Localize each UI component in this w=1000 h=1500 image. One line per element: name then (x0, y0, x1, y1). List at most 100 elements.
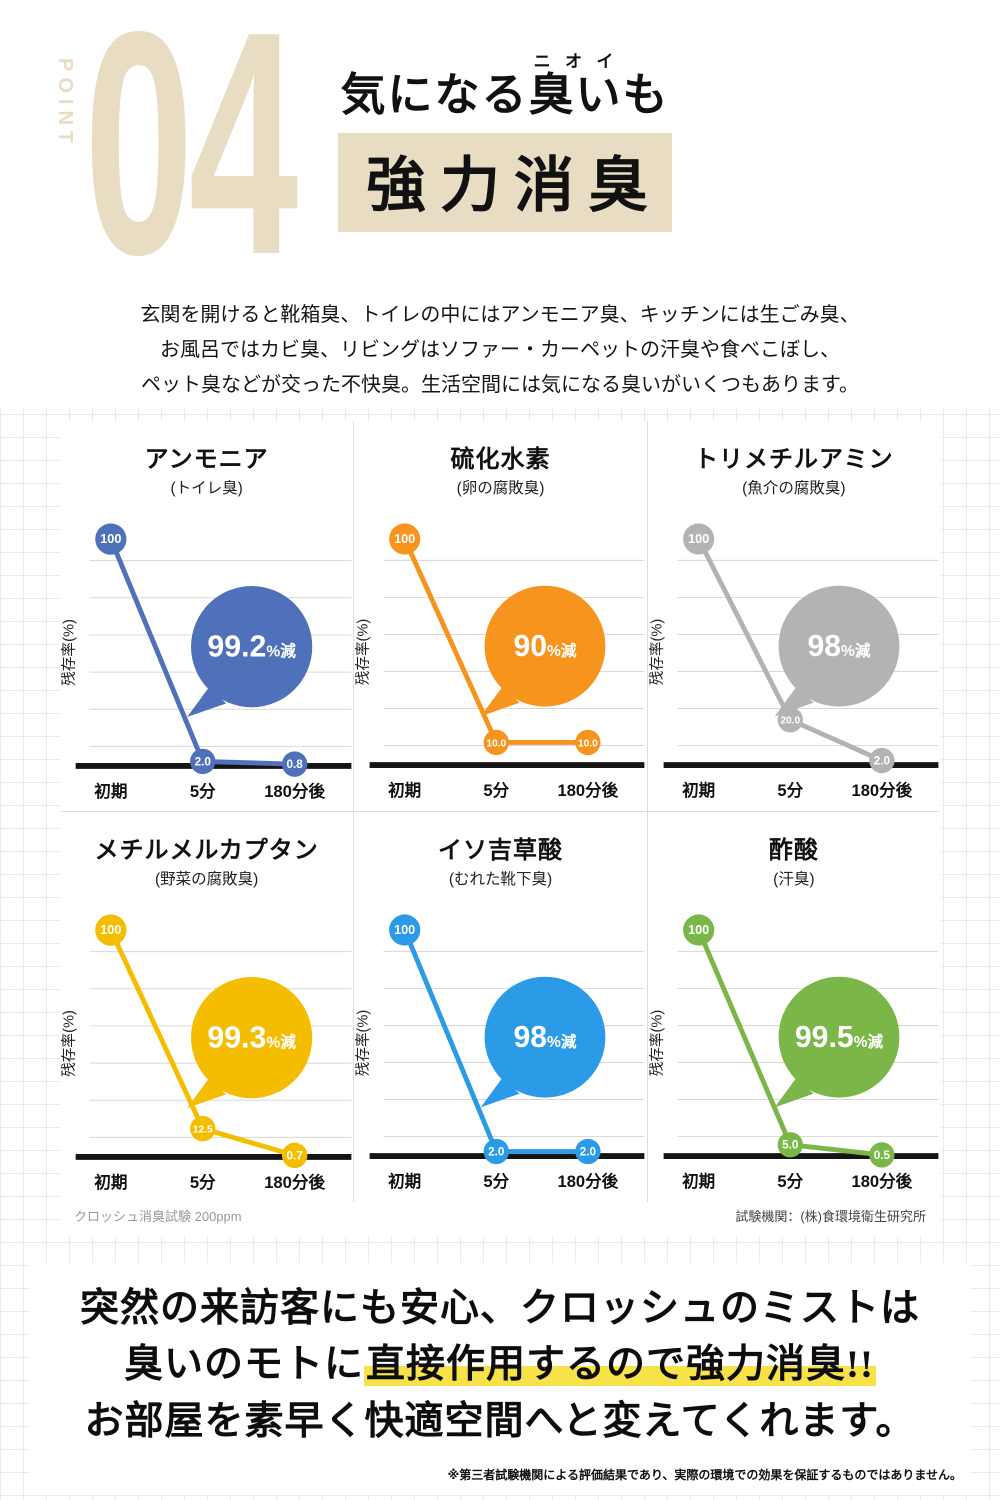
chart-plot-isovaleric-acid: 残存率(%) 98%減 100 2.0 2.0 初期 5分 180分後 (355, 914, 645, 1191)
headline-line2: 強力消臭 (338, 133, 672, 232)
svg-text:90%減: 90%減 (514, 630, 577, 663)
svg-text:0.7: 0.7 (287, 1149, 303, 1162)
svg-text:5分: 5分 (777, 1172, 803, 1191)
charts-grid: アンモニア (トイレ臭) 残存率(%) 99.2%減 100 2.0 0.8 初期 5分 18… (60, 421, 940, 1202)
intro-line-2: お風呂ではカビ臭、リビングはソファー・カーペットの汗臭や食べこぼし、 (160, 339, 840, 361)
chart-title-isovaleric-acid: イソ吉草酸 (437, 836, 563, 864)
chart-card-hydrogen-sulfide: 硫化水素 (卵の腐敗臭) 残存率(%) 90%減 100 10.0 10.0 初期 5分 18… (353, 421, 647, 811)
intro-line-1: 玄関を開けると靴箱臭、トイレの中にはアンモニア臭、キッチンには生ごみ臭、 (140, 304, 860, 326)
chart-subtitle-hydrogen-sulfide: (卵の腐敗臭) (456, 480, 545, 497)
svg-text:残存率(%): 残存率(%) (648, 1010, 665, 1077)
intro-line-3: ペット臭などが交った不快臭。生活空間には気になる臭いがいくつもあります。 (141, 374, 859, 396)
svg-text:0.8: 0.8 (287, 758, 304, 771)
chart-title-trimethylamine: トリメチルアミン (694, 446, 894, 473)
headline-ruby: 臭いニオイ (528, 52, 623, 120)
outro-line-3: お部屋を素早く快適空間へと変えてくれます。 (84, 1399, 916, 1443)
svg-text:残存率(%): 残存率(%) (61, 619, 78, 686)
point-label: POINT (54, 58, 76, 150)
svg-text:2.0: 2.0 (195, 755, 212, 768)
svg-text:180分後: 180分後 (851, 1171, 912, 1191)
svg-text:初期: 初期 (94, 1172, 127, 1192)
svg-text:5分: 5分 (484, 1172, 510, 1191)
svg-text:2.0: 2.0 (873, 754, 890, 767)
svg-text:100: 100 (100, 922, 121, 937)
svg-text:2.0: 2.0 (488, 1145, 505, 1158)
headline-furigana: ニオイ (528, 52, 623, 71)
test-condition-caption: クロッシュ消臭試験 200ppm (74, 1208, 242, 1224)
svg-text:5分: 5分 (190, 1173, 216, 1192)
chart-card-ammonia: アンモニア (トイレ臭) 残存率(%) 99.2%減 100 2.0 0.8 初期 5分 18… (60, 421, 354, 811)
svg-text:180分後: 180分後 (558, 1171, 619, 1191)
svg-text:100: 100 (688, 532, 709, 546)
svg-text:100: 100 (394, 923, 415, 937)
headline-line1-post: も (622, 69, 670, 120)
headline-ruby-base: 臭い (528, 69, 623, 120)
svg-text:5.0: 5.0 (782, 1139, 799, 1152)
chart-card-isovaleric-acid: イソ吉草酸 (むれた靴下臭) 残存率(%) 98%減 100 2.0 2.0 初期 5分 18… (353, 810, 647, 1202)
svg-text:2.0: 2.0 (580, 1145, 597, 1158)
svg-text:100: 100 (100, 531, 121, 546)
chart-subtitle-isovaleric-acid: (むれた靴下臭) (448, 870, 553, 888)
outro-line2-highlight: 直接作用するので強力消臭!! (364, 1343, 876, 1387)
svg-text:残存率(%): 残存率(%) (355, 1010, 372, 1077)
intro-paragraph: 玄関を開けると靴箱臭、トイレの中にはアンモニア臭、キッチンには生ごみ臭、 お風呂… (0, 298, 1000, 403)
svg-text:0.5: 0.5 (873, 1149, 890, 1162)
svg-text:99.3%減: 99.3%減 (207, 1021, 296, 1054)
svg-text:5分: 5分 (190, 782, 216, 801)
svg-text:残存率(%): 残存率(%) (648, 619, 665, 686)
chart-subtitle-ammonia: (トイレ臭) (170, 480, 243, 497)
svg-text:100: 100 (394, 532, 415, 546)
chart-subtitle-methyl-mercaptan: (野菜の腐敗臭) (155, 870, 259, 888)
chart-title-hydrogen-sulfide: 硫化水素 (450, 446, 551, 473)
outro-section: 突然の来訪客にも安心、クロッシュのミストは 臭いのモトに直接作用するので強力消臭… (30, 1262, 970, 1496)
chart-subtitle-trimethylamine: (魚介の腐敗臭) (742, 480, 846, 497)
point-number: 04 (84, 0, 298, 321)
svg-text:残存率(%): 残存率(%) (61, 1010, 78, 1077)
chart-card-methyl-mercaptan: メチルメルカプタン (野菜の腐敗臭) 残存率(%) 99.3%減 100 12.5 0.… (60, 810, 354, 1202)
charts-section: アンモニア (トイレ臭) 残存率(%) 99.2%減 100 2.0 0.8 初期 5分 18… (60, 421, 940, 1237)
svg-text:99.5%減: 99.5%減 (795, 1021, 884, 1054)
chart-plot-trimethylamine: 残存率(%) 98%減 100 20.0 2.0 初期 5分 180分後 (648, 523, 939, 800)
svg-text:20.0: 20.0 (780, 716, 800, 727)
chart-plot-ammonia: 残存率(%) 99.2%減 100 2.0 0.8 初期 5分 180分後 (61, 523, 352, 801)
svg-text:初期: 初期 (682, 1171, 715, 1191)
disclaimer-text: ※第三者試験機関による評価結果であり、実際の環境での効果を保証するものではありま… (447, 1468, 962, 1483)
headline-line1-pre: 気になる (340, 69, 529, 120)
svg-text:10.0: 10.0 (487, 738, 507, 749)
headline-block: 気になる臭いニオイも 強力消臭 (300, 52, 710, 232)
chart-title-acetic-acid: 酢酸 (768, 836, 819, 864)
svg-text:180分後: 180分後 (264, 781, 325, 801)
svg-text:180分後: 180分後 (264, 1172, 325, 1192)
svg-text:12.5: 12.5 (193, 1124, 213, 1135)
svg-text:5分: 5分 (777, 781, 803, 800)
svg-text:初期: 初期 (388, 1171, 421, 1191)
svg-text:初期: 初期 (682, 780, 715, 800)
chart-plot-hydrogen-sulfide: 残存率(%) 90%減 100 10.0 10.0 初期 5分 180分後 (355, 523, 645, 800)
chart-title-ammonia: アンモニア (144, 446, 269, 473)
chart-card-trimethylamine: トリメチルアミン (魚介の腐敗臭) 残存率(%) 98%減 100 20.0 2.0 初期… (646, 421, 940, 811)
svg-text:98%減: 98%減 (514, 1021, 577, 1054)
hero-section: POINT 04 気になる臭いニオイも 強力消臭 玄関を開けると靴箱臭、トイレの… (0, 0, 1000, 407)
test-lab-caption: 試験機関：(株)食環境衛生研究所 (735, 1208, 926, 1224)
svg-text:初期: 初期 (94, 781, 127, 801)
chart-subtitle-acetic-acid: (汗臭) (773, 870, 815, 888)
svg-text:10.0: 10.0 (578, 738, 598, 749)
outro-line-1: 突然の来訪客にも安心、クロッシュのミストは (79, 1286, 920, 1330)
svg-text:初期: 初期 (388, 780, 421, 800)
svg-text:残存率(%): 残存率(%) (355, 619, 372, 686)
outro-line-2: 臭いのモトに直接作用するので強力消臭!! (30, 1337, 970, 1394)
svg-text:98%減: 98%減 (807, 630, 870, 663)
chart-plot-methyl-mercaptan: 残存率(%) 99.3%減 100 12.5 0.7 初期 5分 180分後 (61, 914, 352, 1192)
headline-line1: 気になる臭いニオイも (300, 52, 710, 123)
svg-text:100: 100 (688, 923, 709, 937)
svg-text:99.2%減: 99.2%減 (207, 630, 296, 663)
chart-captions: クロッシュ消臭試験 200ppm 試験機関：(株)食環境衛生研究所 (60, 1202, 940, 1233)
chart-plot-acetic-acid: 残存率(%) 99.5%減 100 5.0 0.5 初期 5分 180分後 (648, 914, 939, 1191)
svg-text:180分後: 180分後 (851, 780, 912, 800)
chart-card-acetic-acid: 酢酸 (汗臭) 残存率(%) 99.5%減 100 5.0 0.5 初期 5分 180分後 (646, 810, 940, 1202)
svg-text:5分: 5分 (484, 781, 510, 800)
chart-title-methyl-mercaptan: メチルメルカプタン (94, 836, 319, 864)
svg-text:180分後: 180分後 (558, 780, 619, 800)
outro-line2-prefix: 臭いのモトに (124, 1343, 365, 1387)
